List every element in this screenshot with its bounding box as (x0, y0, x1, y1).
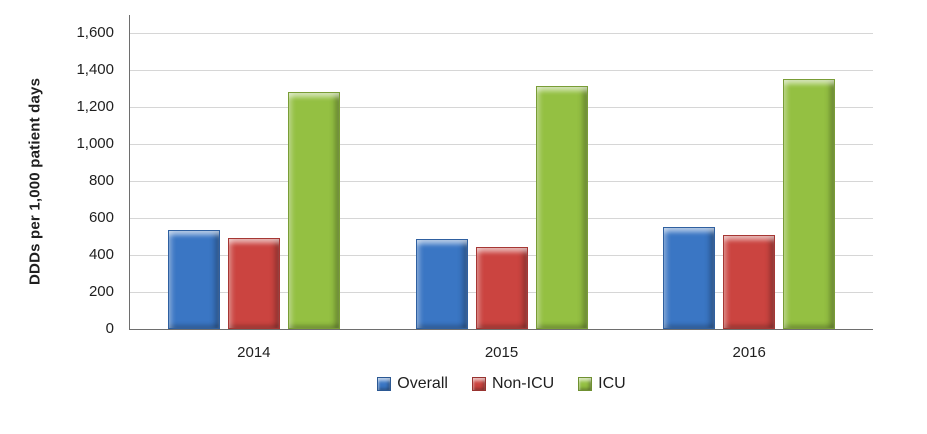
y-tick-label: 600 (88, 209, 114, 226)
bar-overall-2014 (167, 230, 220, 329)
bar-group-2016 (625, 33, 873, 329)
legend-item-icu: ICU (578, 375, 626, 393)
y-tick-label: 1,000 (76, 135, 114, 152)
y-tick-label: 0 (105, 320, 114, 337)
bar-icu-2016 (783, 79, 836, 329)
bar-overall-2016 (663, 227, 716, 329)
bar-icu-2014 (287, 92, 340, 329)
y-axis-title: DDDs per 1,000 patient days (26, 77, 44, 285)
bar-non-icu-2016 (723, 234, 776, 329)
x-axis-line (129, 329, 873, 330)
y-tick-label: 800 (88, 172, 114, 189)
legend-item-overall: Overall (377, 375, 448, 393)
bar-overall-2015 (415, 239, 468, 329)
bar-group-2014 (130, 33, 378, 329)
y-axis-line (129, 15, 130, 330)
legend-label-non-icu: Non-ICU (491, 375, 555, 392)
plot-area (130, 33, 873, 329)
y-tick-label: 1,600 (76, 24, 114, 41)
bar-non-icu-2014 (227, 238, 280, 329)
gridline (130, 218, 873, 219)
gridline (130, 181, 873, 182)
gridline (130, 107, 873, 108)
x-axis-label-2014: 2014 (237, 344, 271, 361)
bar-group-2015 (378, 33, 626, 329)
gridline (130, 70, 873, 71)
x-axis-label-2015: 2015 (484, 344, 519, 361)
bars-layer (130, 33, 873, 329)
legend-label-overall: Overall (397, 375, 448, 392)
legend-swatch-non-icu (471, 377, 486, 391)
y-tick-label: 1,400 (76, 61, 114, 78)
x-axis-label-2016: 2016 (732, 344, 766, 361)
y-tick-label: 200 (88, 283, 114, 300)
y-tick-label: 400 (88, 246, 114, 263)
legend-label-icu: ICU (598, 375, 626, 392)
legend-item-non-icu: Non-ICU (471, 375, 555, 393)
gridline (130, 144, 873, 145)
bar-non-icu-2015 (475, 246, 528, 329)
legend: Overall Non-ICU ICU (130, 375, 873, 393)
y-tick-label: 1,200 (76, 98, 114, 115)
legend-swatch-overall (377, 377, 392, 391)
x-axis-labels: 2014 2015 2016 (130, 344, 873, 361)
bar-icu-2015 (535, 85, 588, 329)
gridline (130, 33, 873, 34)
legend-swatch-icu (578, 377, 593, 391)
